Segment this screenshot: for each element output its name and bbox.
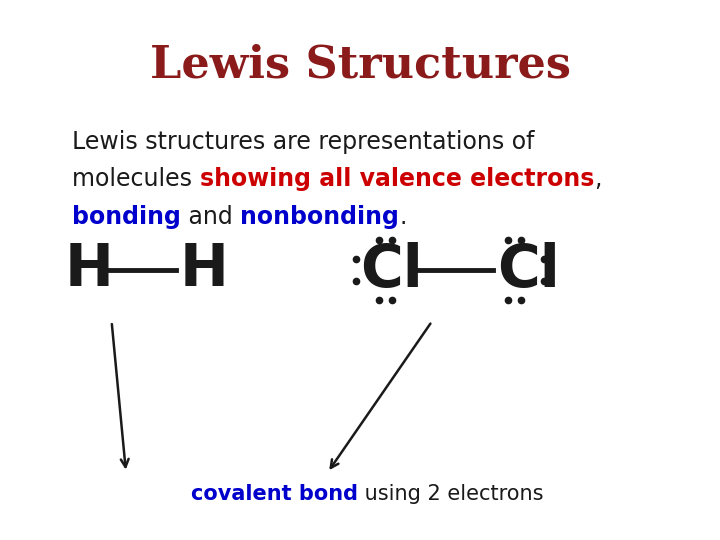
Text: H: H (65, 241, 114, 299)
Text: and: and (181, 205, 240, 229)
Text: Lewis Structures: Lewis Structures (150, 43, 570, 86)
Text: using 2 electrons: using 2 electrons (358, 484, 544, 504)
Text: Cl: Cl (360, 241, 423, 299)
Text: .: . (399, 205, 406, 229)
Text: Lewis structures are representations of: Lewis structures are representations of (72, 130, 534, 153)
Text: H: H (180, 241, 229, 299)
Text: ,: , (594, 167, 601, 191)
Text: nonbonding: nonbonding (240, 205, 399, 229)
Text: bonding: bonding (72, 205, 181, 229)
Text: showing all valence electrons: showing all valence electrons (199, 167, 594, 191)
Text: covalent bond: covalent bond (191, 484, 358, 504)
Text: Cl: Cl (497, 241, 559, 299)
Text: molecules: molecules (72, 167, 199, 191)
